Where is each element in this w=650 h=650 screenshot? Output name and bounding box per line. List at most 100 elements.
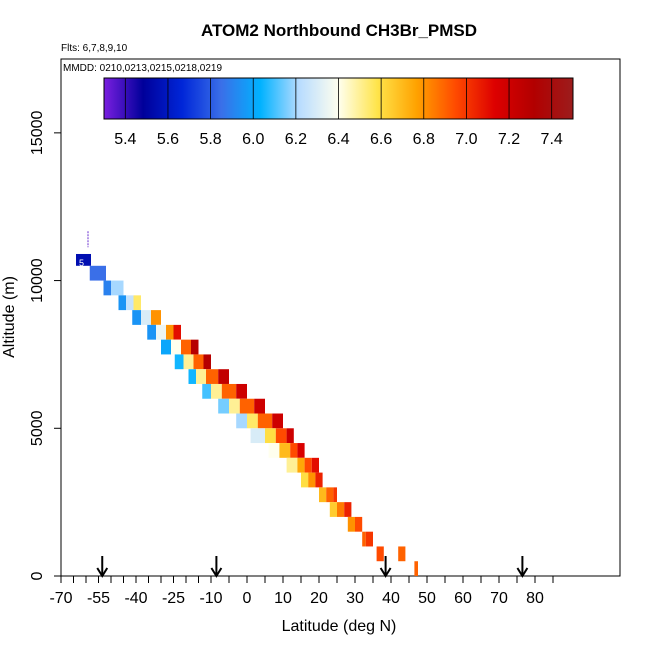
heatmap-cell bbox=[188, 369, 196, 384]
cell-marker: c bbox=[213, 336, 218, 346]
heatmap-cell bbox=[257, 413, 273, 429]
x-tick-label: 60 bbox=[454, 590, 472, 607]
heatmap-cell bbox=[275, 428, 287, 444]
heatmap-cell bbox=[347, 516, 355, 532]
x-tick-label: 30 bbox=[346, 590, 364, 607]
colorbar-tick-label: 6.4 bbox=[327, 131, 349, 148]
colorbar-tick-label: 5.8 bbox=[199, 131, 221, 148]
x-axis-label: Latitude (deg N) bbox=[282, 618, 397, 635]
heatmap-cell bbox=[297, 443, 305, 458]
heatmap-cell bbox=[301, 472, 309, 488]
x-tick-label: 10 bbox=[274, 590, 292, 607]
y-tick-label: 15000 bbox=[29, 111, 46, 156]
heatmap-cell bbox=[218, 398, 229, 414]
heatmap-cell bbox=[196, 369, 206, 384]
heatmap-cell bbox=[297, 457, 305, 473]
heatmap-cell bbox=[286, 457, 298, 473]
y-tick-label: 0 bbox=[29, 571, 46, 580]
x-tick-label: 80 bbox=[526, 590, 544, 607]
heatmap-cell bbox=[161, 339, 171, 355]
colorbar-dividers bbox=[124, 78, 553, 119]
x-tick-label: -10 bbox=[199, 590, 222, 607]
heatmap-cell bbox=[76, 253, 91, 266]
y-tick-label: 5000 bbox=[29, 410, 46, 446]
colorbar-tick-label: 7.0 bbox=[455, 131, 477, 148]
heatmap-cell bbox=[218, 369, 229, 384]
x-tick-label: -70 bbox=[49, 590, 72, 607]
colorbar-tick-label: 6.8 bbox=[413, 131, 435, 148]
heatmap-cell bbox=[166, 324, 174, 340]
heatmap-cell bbox=[236, 383, 247, 399]
heatmap-cell bbox=[203, 354, 211, 370]
cell-markers: 5c bbox=[79, 231, 218, 346]
heatmap-cell bbox=[272, 413, 283, 429]
x-tick-label: -40 bbox=[124, 590, 147, 607]
heatmap-cell bbox=[211, 383, 222, 399]
heatmap-cell bbox=[191, 339, 199, 355]
heatmap-cell bbox=[362, 531, 366, 547]
heatmap-cell bbox=[355, 516, 363, 532]
heatmap-cell bbox=[250, 428, 265, 444]
heatmap-cell bbox=[202, 383, 211, 399]
x-tick-label: 20 bbox=[310, 590, 328, 607]
heatmap-cell bbox=[133, 295, 141, 311]
x-tick-label: 0 bbox=[243, 590, 252, 607]
heatmap-cell bbox=[173, 324, 181, 340]
heatmap-cell bbox=[398, 546, 406, 562]
heatmap-cell bbox=[286, 428, 294, 444]
heatmap-cell bbox=[268, 443, 280, 458]
chart-title: ATOM2 Northbound CH3Br_PMSD bbox=[201, 21, 477, 40]
colorbar-tick-label: 7.2 bbox=[498, 131, 520, 148]
heatmap-cell bbox=[156, 324, 166, 340]
heatmap-cell bbox=[126, 295, 134, 311]
heatmap-cell bbox=[326, 487, 334, 503]
x-tick-label: -25 bbox=[162, 590, 185, 607]
colorbar-tick-label: 5.4 bbox=[114, 131, 136, 148]
heatmap-cell bbox=[311, 457, 319, 473]
x-tick-label: -55 bbox=[87, 590, 110, 607]
down-arrow-icon bbox=[210, 556, 223, 578]
heatmap-cell bbox=[236, 413, 247, 429]
heatmap-cell bbox=[247, 413, 258, 429]
heatmap-cell bbox=[329, 502, 337, 517]
cell-marker: 5 bbox=[79, 258, 84, 268]
colorbar-tick-label: 6.0 bbox=[242, 131, 264, 148]
down-arrow-icon bbox=[516, 556, 529, 578]
x-tick-label: 40 bbox=[382, 590, 400, 607]
flights-subtitle: Flts: 6,7,8,9,10 bbox=[61, 43, 128, 54]
heatmap-cell bbox=[221, 383, 237, 399]
heatmap-cell bbox=[147, 324, 156, 340]
heatmap-cell bbox=[344, 502, 352, 517]
heatmap-cell bbox=[365, 531, 373, 547]
heatmap-cell bbox=[337, 502, 345, 517]
x-tick-label: 70 bbox=[490, 590, 508, 607]
heatmap-cell bbox=[193, 354, 204, 370]
heatmap-cell bbox=[141, 310, 151, 325]
heatmap-cell bbox=[206, 369, 219, 384]
heatmap-cell bbox=[315, 472, 323, 488]
heatmap-cells bbox=[76, 253, 418, 576]
plot-frame bbox=[60, 58, 621, 577]
heatmap-cell bbox=[290, 443, 298, 458]
heatmap-cell bbox=[319, 487, 327, 503]
heatmap-cell bbox=[151, 310, 161, 325]
heatmap-cell bbox=[279, 443, 291, 458]
y-axis-label: Altitude (m) bbox=[1, 276, 18, 358]
x-tick-label: 50 bbox=[418, 590, 436, 607]
heatmap-cell bbox=[181, 339, 191, 355]
down-arrow-icon bbox=[96, 556, 109, 578]
down-arrow-icon bbox=[379, 556, 392, 578]
heatmap-cell bbox=[171, 339, 181, 355]
heatmap-cell bbox=[229, 398, 240, 414]
heatmap-cell bbox=[103, 280, 111, 296]
heatmap-cell bbox=[174, 354, 184, 370]
heatmap-cell bbox=[304, 457, 312, 473]
dates-subtitle: MMDD: 0210,0213,0215,0218,0219 bbox=[63, 63, 222, 74]
heatmap-cell bbox=[414, 561, 418, 576]
colorbar-tick-label: 7.4 bbox=[541, 131, 563, 148]
heatmap-cell bbox=[111, 280, 124, 296]
heatmap-cell bbox=[376, 546, 384, 562]
colorbar-tick-labels: 5.4 5.6 5.8 6.0 6.2 6.4 6.6 6.8 7.0 7.2 7.4 bbox=[114, 131, 563, 148]
heatmap-cell bbox=[89, 265, 106, 281]
